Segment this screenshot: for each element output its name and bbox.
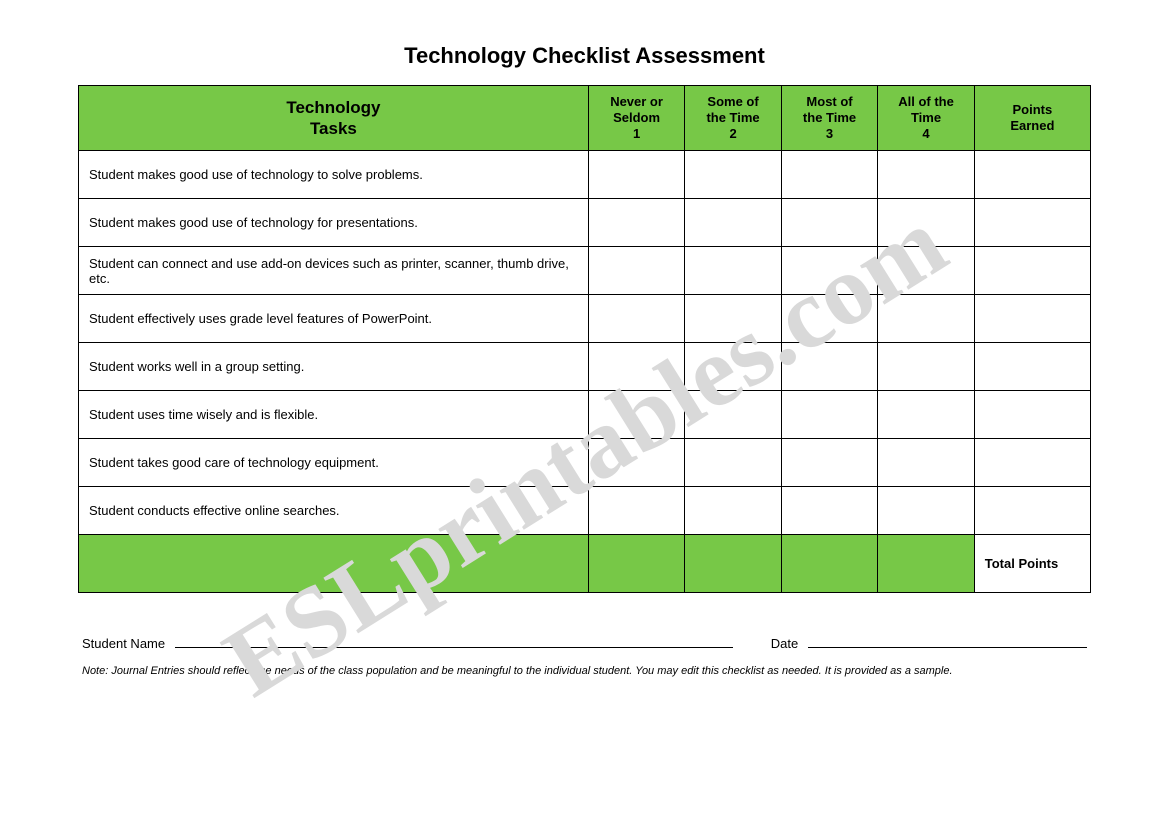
task-cell: Student uses time wisely and is flexible… xyxy=(79,391,589,439)
rating-cell xyxy=(781,199,877,247)
assessment-table: Technology Tasks Never or Seldom 1 Some … xyxy=(78,85,1091,594)
rating-cell xyxy=(588,295,684,343)
rating-cell xyxy=(878,295,974,343)
rating-cell xyxy=(781,295,877,343)
header-rating-1-l1: Never or xyxy=(610,94,663,109)
header-rating-2: Some of the Time 2 xyxy=(685,85,781,151)
footer-blank-cell xyxy=(878,535,974,593)
footer-blank-cell xyxy=(685,535,781,593)
header-rating-2-l1: Some of xyxy=(707,94,758,109)
signature-date-label: Date xyxy=(771,636,798,651)
footnote: Note: Journal Entries should reflect the… xyxy=(82,665,1087,677)
signature-name-label: Student Name xyxy=(82,636,165,651)
rating-cell xyxy=(685,487,781,535)
header-tasks: Technology Tasks xyxy=(79,85,589,151)
rating-cell xyxy=(878,391,974,439)
signature-block: Student Name Date Note: Journal Entries … xyxy=(78,633,1091,676)
header-points-l2: Earned xyxy=(1010,118,1054,133)
points-cell xyxy=(974,487,1090,535)
signature-date-line xyxy=(808,633,1087,647)
rating-cell xyxy=(685,391,781,439)
table-header-row: Technology Tasks Never or Seldom 1 Some … xyxy=(79,85,1091,151)
header-rating-4-l3: 4 xyxy=(922,126,929,141)
table-row: Student works well in a group setting. xyxy=(79,343,1091,391)
rating-cell xyxy=(588,151,684,199)
points-cell xyxy=(974,247,1090,295)
table-row: Student can connect and use add-on devic… xyxy=(79,247,1091,295)
task-cell: Student works well in a group setting. xyxy=(79,343,589,391)
header-tasks-line1: Technology xyxy=(286,98,380,117)
table-body: Student makes good use of technology to … xyxy=(79,151,1091,593)
points-cell xyxy=(974,151,1090,199)
table-row: Student makes good use of technology for… xyxy=(79,199,1091,247)
rating-cell xyxy=(878,439,974,487)
rating-cell xyxy=(588,247,684,295)
page-title: Technology Checklist Assessment xyxy=(78,43,1091,69)
rating-cell xyxy=(878,151,974,199)
points-cell xyxy=(974,343,1090,391)
task-cell: Student makes good use of technology to … xyxy=(79,151,589,199)
points-cell xyxy=(974,295,1090,343)
rating-cell xyxy=(878,343,974,391)
header-rating-2-l2: the Time xyxy=(706,110,759,125)
rating-cell xyxy=(588,487,684,535)
table-footer-row: Total Points xyxy=(79,535,1091,593)
header-rating-1: Never or Seldom 1 xyxy=(588,85,684,151)
rating-cell xyxy=(588,391,684,439)
rating-cell xyxy=(781,247,877,295)
header-points-l1: Points xyxy=(1013,102,1053,117)
points-cell xyxy=(974,199,1090,247)
header-rating-4-l1: All of the xyxy=(898,94,954,109)
signature-line: Student Name Date xyxy=(82,633,1087,650)
rating-cell xyxy=(878,199,974,247)
rating-cell xyxy=(781,391,877,439)
points-cell xyxy=(974,391,1090,439)
points-cell xyxy=(974,439,1090,487)
rating-cell xyxy=(685,343,781,391)
footer-blank-cell xyxy=(588,535,684,593)
header-rating-4: All of the Time 4 xyxy=(878,85,974,151)
rating-cell xyxy=(685,151,781,199)
footer-total-cell: Total Points xyxy=(974,535,1090,593)
header-rating-4-l2: Time xyxy=(911,110,941,125)
table-row: Student effectively uses grade level fea… xyxy=(79,295,1091,343)
rating-cell xyxy=(781,343,877,391)
rating-cell xyxy=(588,439,684,487)
rating-cell xyxy=(685,247,781,295)
table-row: Student conducts effective online search… xyxy=(79,487,1091,535)
header-tasks-line2: Tasks xyxy=(310,119,357,138)
header-rating-1-l2: Seldom xyxy=(613,110,660,125)
header-rating-2-l3: 2 xyxy=(729,126,736,141)
header-points: Points Earned xyxy=(974,85,1090,151)
task-cell: Student conducts effective online search… xyxy=(79,487,589,535)
task-cell: Student makes good use of technology for… xyxy=(79,199,589,247)
page-container: Technology Checklist Assessment Technolo… xyxy=(0,0,1169,717)
rating-cell xyxy=(685,295,781,343)
rating-cell xyxy=(878,487,974,535)
rating-cell xyxy=(781,487,877,535)
rating-cell xyxy=(781,439,877,487)
rating-cell xyxy=(781,151,877,199)
rating-cell xyxy=(588,199,684,247)
rating-cell xyxy=(685,439,781,487)
signature-name-line xyxy=(175,633,733,647)
header-rating-1-l3: 1 xyxy=(633,126,640,141)
footer-blank-cell xyxy=(79,535,589,593)
header-rating-3: Most of the Time 3 xyxy=(781,85,877,151)
rating-cell xyxy=(685,199,781,247)
rating-cell xyxy=(878,247,974,295)
table-row: Student uses time wisely and is flexible… xyxy=(79,391,1091,439)
header-rating-3-l1: Most of xyxy=(806,94,852,109)
header-rating-3-l2: the Time xyxy=(803,110,856,125)
task-cell: Student effectively uses grade level fea… xyxy=(79,295,589,343)
footer-blank-cell xyxy=(781,535,877,593)
table-row: Student takes good care of technology eq… xyxy=(79,439,1091,487)
rating-cell xyxy=(588,343,684,391)
task-cell: Student takes good care of technology eq… xyxy=(79,439,589,487)
header-rating-3-l3: 3 xyxy=(826,126,833,141)
task-cell: Student can connect and use add-on devic… xyxy=(79,247,589,295)
table-row: Student makes good use of technology to … xyxy=(79,151,1091,199)
